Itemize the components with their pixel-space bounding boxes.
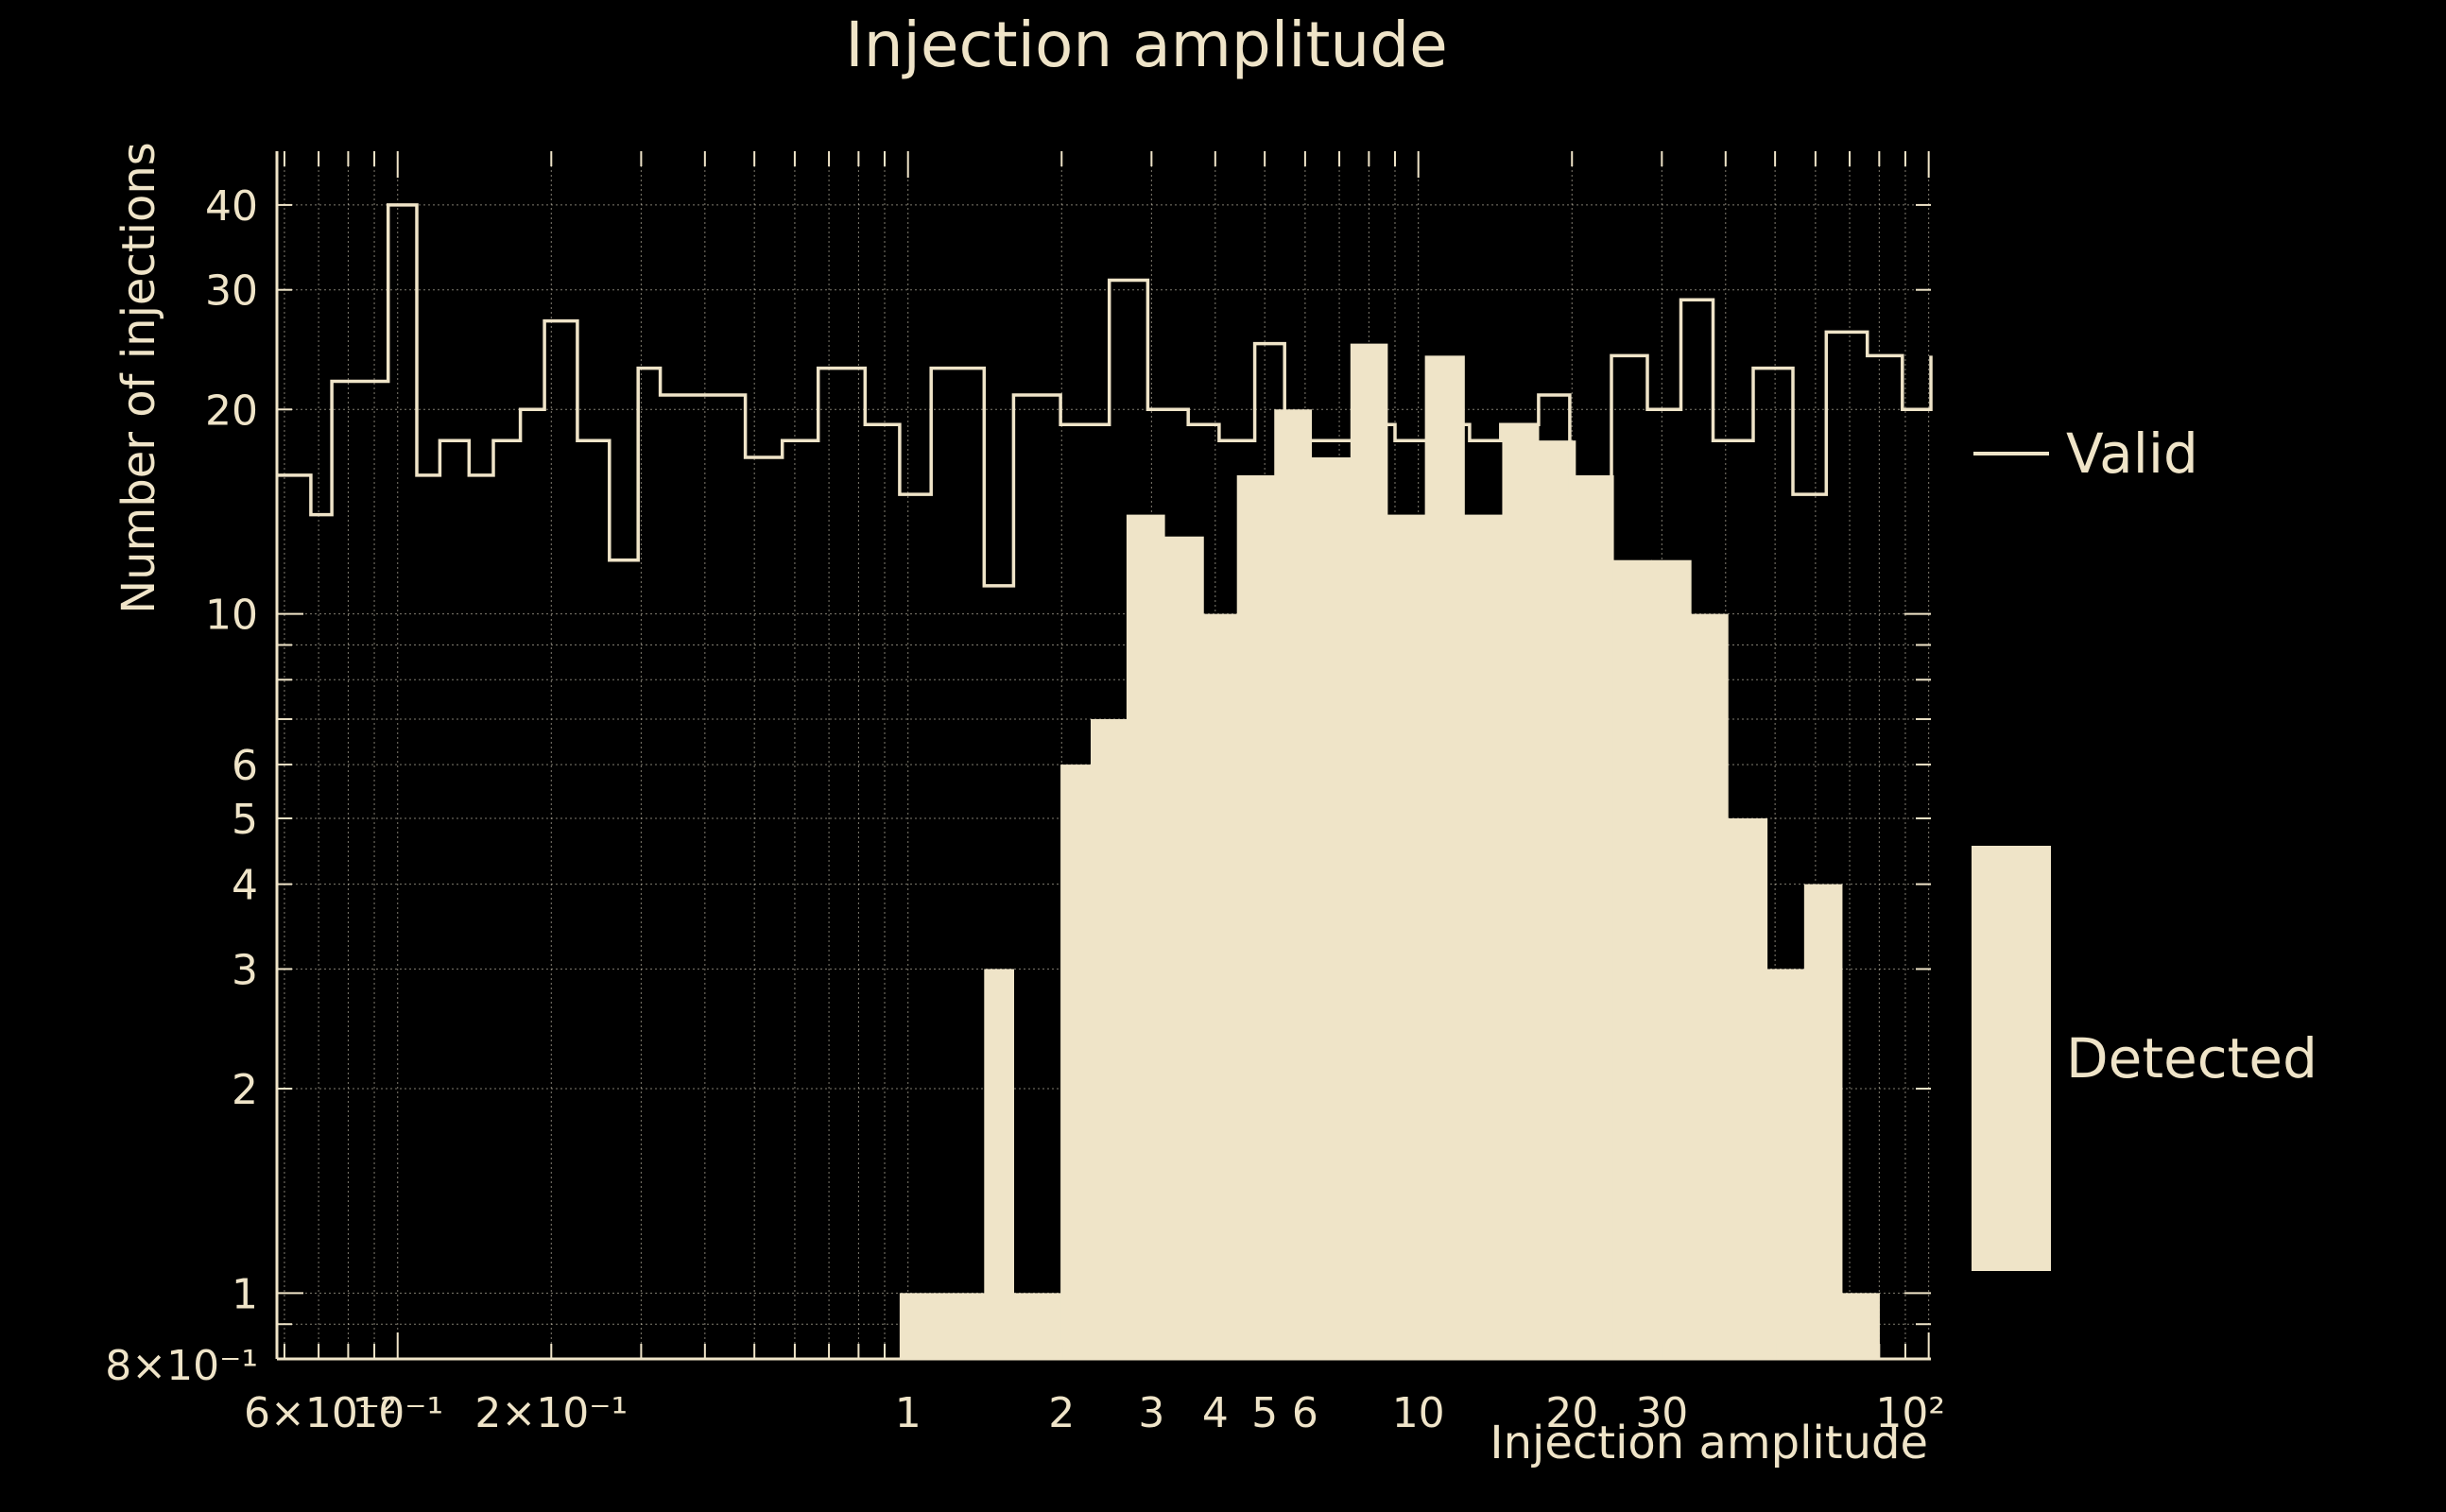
y-tick-label: 30: [205, 267, 258, 316]
x-axis-label: Injection amplitude: [1490, 1417, 1928, 1469]
detected-bar: [1387, 514, 1426, 1359]
detected-bar: [1164, 536, 1204, 1359]
x-tick-label: 1: [895, 1389, 922, 1437]
axes: [275, 151, 1931, 1361]
detected-bar: [1424, 355, 1465, 1360]
y-tick-label: 10: [205, 592, 258, 640]
detected-bar: [1766, 969, 1805, 1359]
detected-bar: [1728, 817, 1768, 1359]
x-tick-label: 3: [1138, 1389, 1164, 1437]
detected-bar: [1803, 884, 1843, 1359]
x-tick-label: 10⁻¹: [352, 1389, 443, 1437]
y-tick-label: 8×10⁻¹: [105, 1342, 258, 1390]
x-tick-label: 30: [1635, 1389, 1688, 1437]
x-tick-label: 10: [1392, 1389, 1445, 1437]
detected-series: [899, 343, 1880, 1360]
y-tick-label: 20: [205, 387, 258, 435]
y-tick-label: 2: [232, 1066, 258, 1114]
y-tick-label: 1: [232, 1270, 258, 1318]
x-tick-label: 20: [1545, 1389, 1598, 1437]
detected-bar: [1464, 514, 1504, 1359]
detected-bar: [1311, 456, 1352, 1360]
y-axis-label: Number of injections: [112, 142, 165, 614]
detected-bar: [1060, 765, 1092, 1359]
detected-bar: [1274, 409, 1313, 1359]
x-tick-label: 4: [1202, 1389, 1229, 1437]
x-tick-labels: 6×10⁻²10⁻¹ 2×10⁻¹ 1 2 3 4 5 6 10 20 30 10²: [244, 1389, 1945, 1437]
detected-bar: [899, 1293, 985, 1359]
detected-bar: [1203, 613, 1238, 1359]
detected-bar: [1013, 1293, 1061, 1359]
detected-bar: [1841, 1293, 1880, 1359]
y-tick-label: 4: [232, 862, 258, 910]
detected-bar: [1236, 474, 1275, 1360]
detected-bar: [984, 969, 1014, 1359]
y-tick-label: 40: [205, 182, 258, 231]
detected-bar: [1538, 440, 1576, 1360]
x-tick-label: 5: [1251, 1389, 1278, 1437]
legend: Valid Detected: [1972, 421, 2317, 1271]
x-tick-label: 6×10⁻²: [244, 1389, 397, 1437]
x-tick-label: 2×10⁻¹: [474, 1389, 628, 1437]
y-tick-label: 3: [232, 946, 258, 994]
detected-bar: [1691, 613, 1729, 1359]
legend-detected-label: Detected: [2066, 1026, 2317, 1091]
legend-valid-label: Valid: [2066, 421, 2198, 486]
detected-bar: [1651, 559, 1692, 1359]
x-tick-label: 6: [1292, 1389, 1318, 1437]
legend-detected-swatch: [1972, 846, 2051, 1271]
detected-bar: [1350, 343, 1388, 1360]
detected-bar: [1502, 424, 1540, 1359]
x-tick-label: 2: [1048, 1389, 1075, 1437]
detected-bar: [1126, 514, 1165, 1359]
valid-series-line: [277, 203, 1933, 588]
detected-bar: [1575, 474, 1614, 1360]
x-tick-label: 10²: [1875, 1389, 1945, 1437]
y-tick-label: 6: [232, 742, 258, 790]
detected-bar: [1612, 559, 1652, 1359]
detected-bar: [1090, 718, 1128, 1359]
y-tick-labels: 8×10⁻¹ 1 2 3 4 5 6 10 20 30 40: [105, 182, 258, 1390]
y-tick-label: 5: [232, 796, 258, 844]
chart-title: Injection amplitude: [845, 9, 1447, 81]
